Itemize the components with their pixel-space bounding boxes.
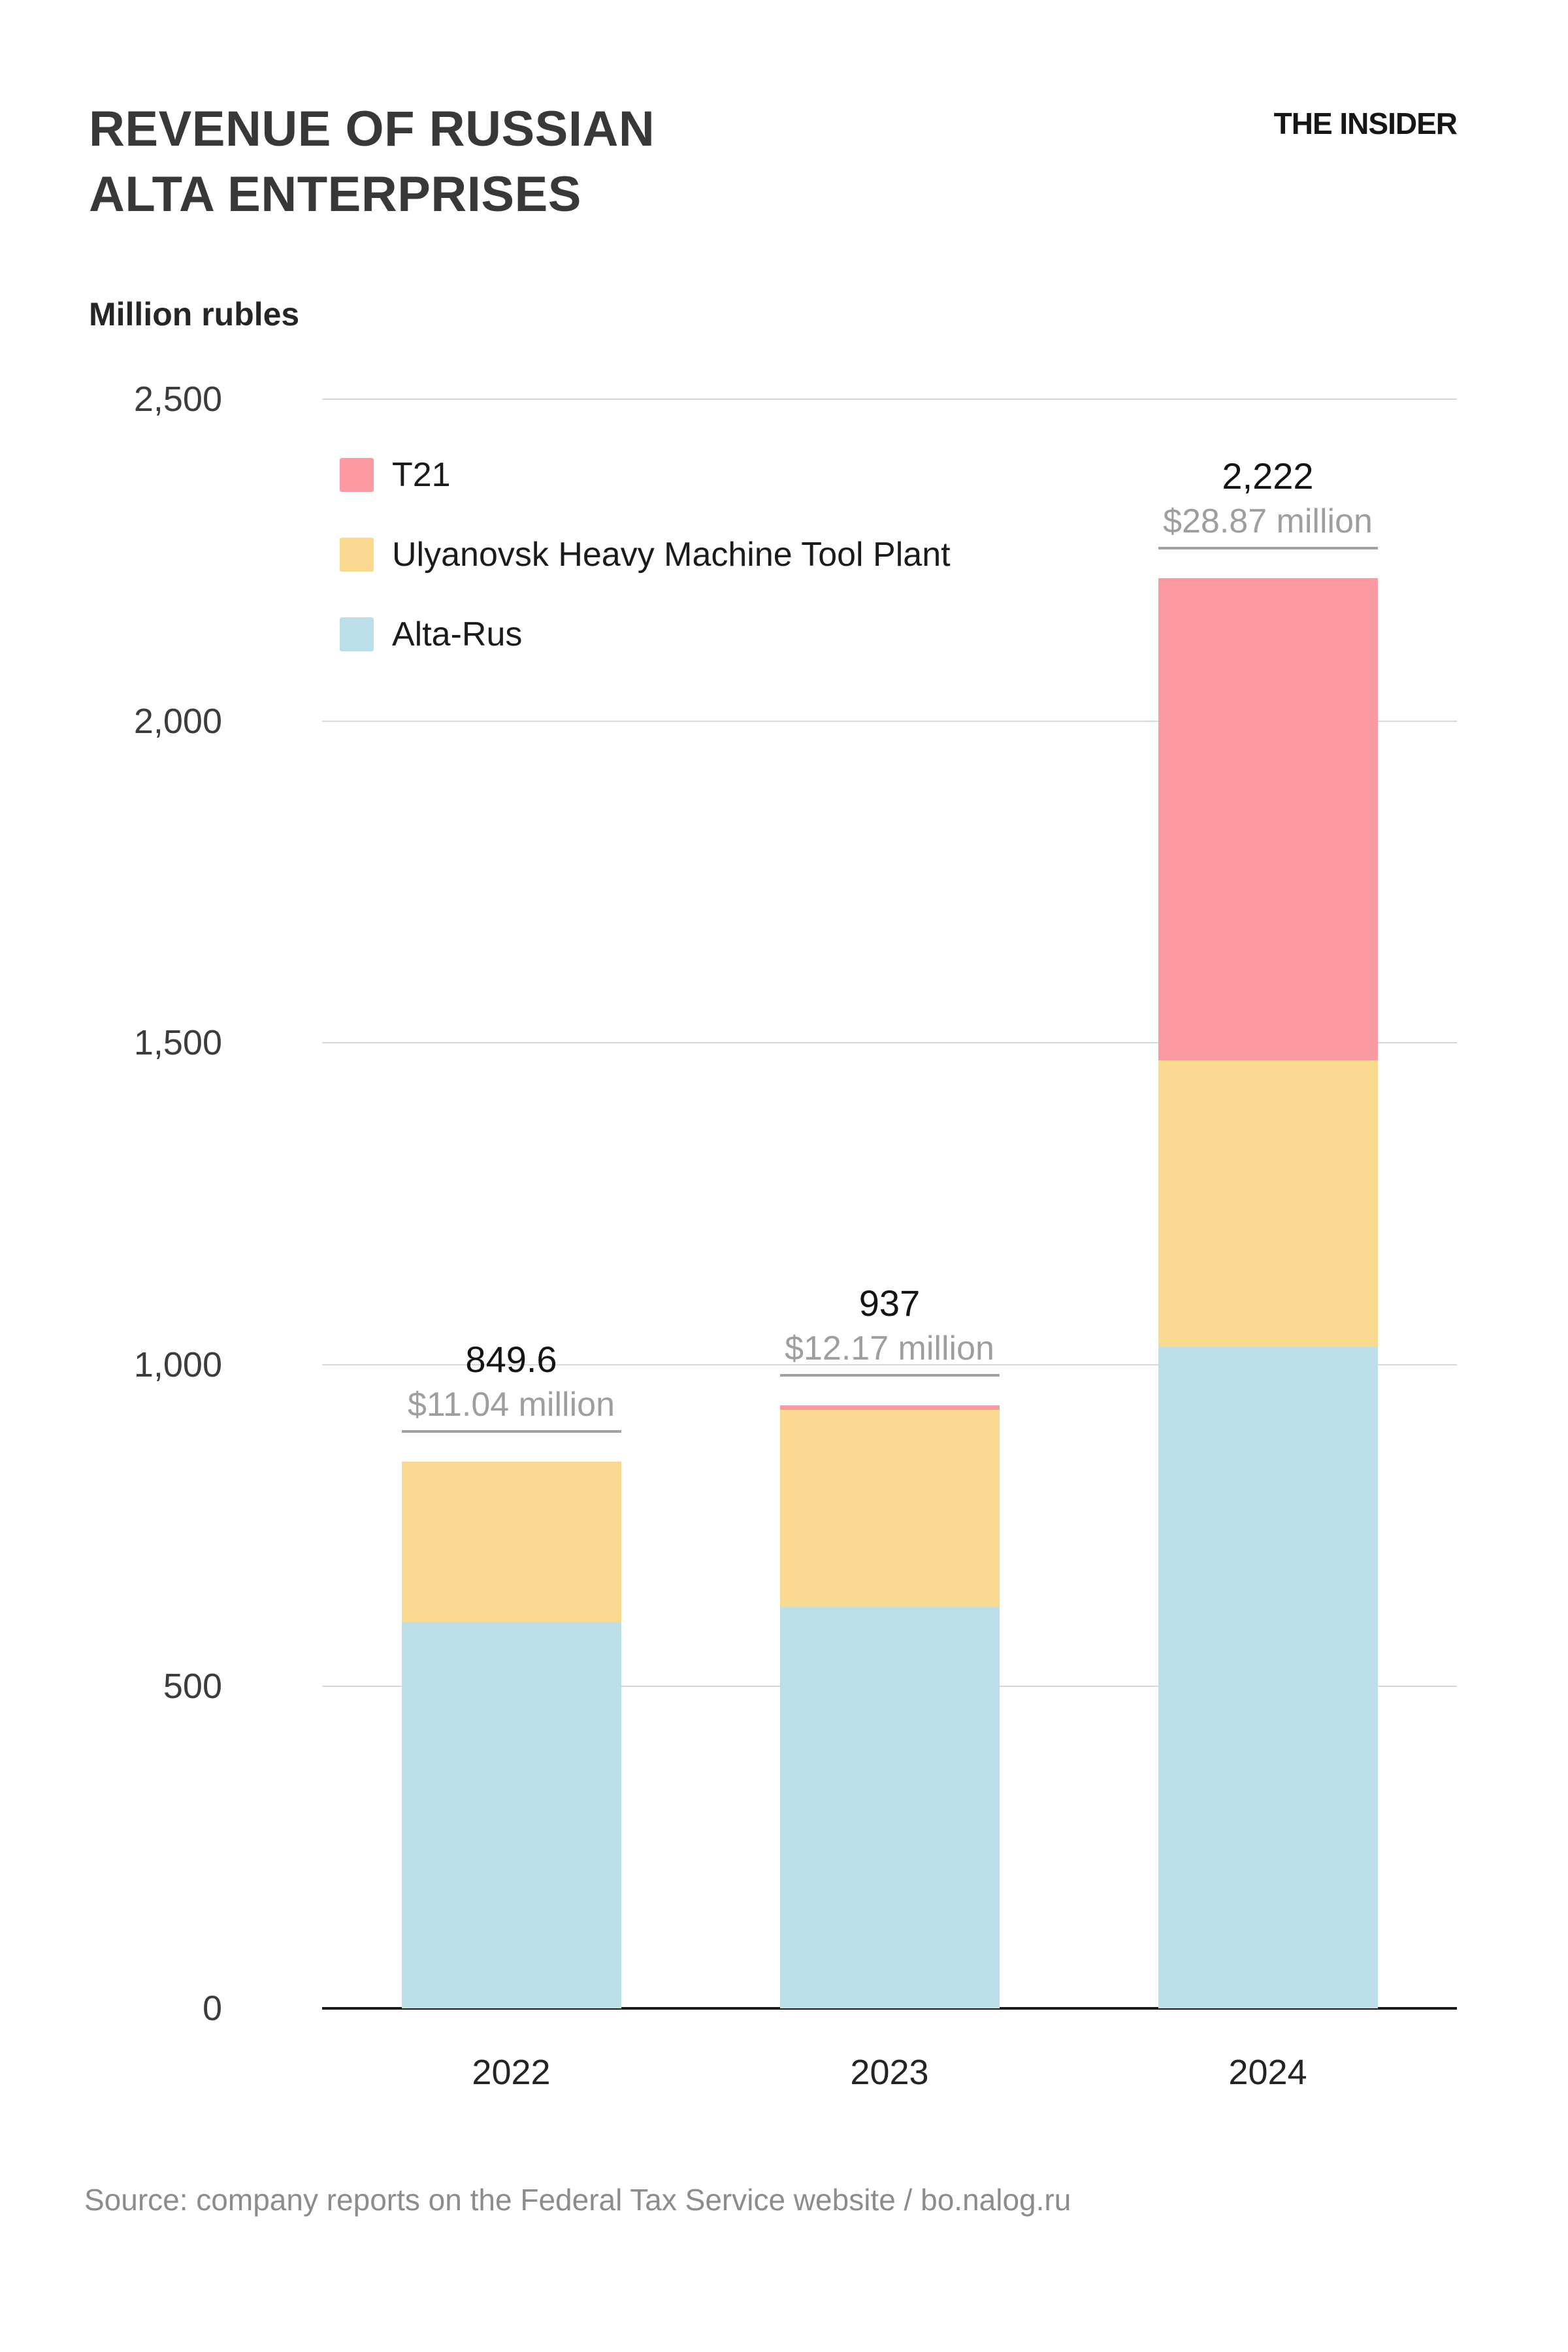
legend-item-t21: T21	[340, 456, 951, 494]
bar-usd-underline-2023	[779, 1373, 1000, 1377]
bar-segment-ulyanovsk-heavy-machine-tool-plant-2024	[1158, 1060, 1378, 1348]
page-title-line1: REVENUE OF RUSSIAN	[89, 101, 655, 157]
bar-total-label-2024: 2,222	[1222, 455, 1314, 497]
brand-logo: THE INSIDER	[1273, 106, 1458, 140]
x-axis-label-2024: 2024	[1228, 2053, 1307, 2092]
bar-usd-label-2024: $28.87 million	[1163, 502, 1373, 540]
bar-usd-underline-2024	[1158, 546, 1378, 549]
legend-swatch-t21	[340, 458, 374, 492]
bar-segment-ulyanovsk-heavy-machine-tool-plant-2022	[401, 1461, 621, 1622]
x-axis-label-2022: 2022	[472, 2053, 551, 2092]
y-axis-units-label: Million rubles	[89, 296, 300, 333]
bar-total-label-2022: 849.6	[465, 1338, 557, 1380]
x-axis-label-2023: 2023	[850, 2053, 929, 2092]
legend-swatch-alta-rus	[340, 617, 374, 651]
chart-legend: T21 Ulyanovsk Heavy Machine Tool Plant A…	[340, 456, 951, 695]
legend-label-alta-rus: Alta-Rus	[392, 615, 523, 653]
source-note: Source: company reports on the Federal T…	[84, 2183, 1071, 2217]
gridline-2000	[322, 720, 1457, 722]
bar-segment-alta-rus-2023	[779, 1607, 1000, 2008]
y-tick-label-500: 500	[163, 1667, 222, 1707]
bar-segment-ulyanovsk-heavy-machine-tool-plant-2023	[779, 1409, 1000, 1608]
bar-total-label-2023: 937	[858, 1282, 921, 1324]
y-tick-label-2000: 2,000	[133, 701, 222, 741]
bar-segment-t21-2024	[1158, 578, 1378, 1060]
legend-item-alta-rus: Alta-Rus	[340, 615, 951, 653]
bar-usd-label-2022: $11.04 million	[407, 1385, 615, 1424]
bar-segment-alta-rus-2022	[401, 1622, 621, 2008]
y-tick-label-1500: 1,500	[133, 1023, 222, 1063]
y-tick-label-1000: 1,000	[133, 1345, 222, 1384]
bar-usd-underline-2022	[401, 1429, 621, 1433]
y-tick-label-0: 0	[202, 1989, 222, 2028]
bar-segment-t21-2023	[779, 1405, 1000, 1410]
legend-swatch-ulyanovsk	[340, 538, 374, 572]
bar-usd-label-2023: $12.17 million	[785, 1329, 994, 1367]
gridline-2500	[322, 399, 1457, 400]
gridline-1000	[322, 1364, 1457, 1365]
x-axis-line	[322, 2007, 1457, 2010]
legend-label-ulyanovsk: Ulyanovsk Heavy Machine Tool Plant	[392, 536, 951, 574]
page-title-line2: ALTA ENTERPRISES	[89, 167, 581, 222]
legend-item-ulyanovsk: Ulyanovsk Heavy Machine Tool Plant	[340, 536, 951, 574]
gridline-1500	[322, 1042, 1457, 1044]
legend-label-t21: T21	[392, 456, 451, 494]
page-title: REVENUE OF RUSSIAN ALTA ENTERPRISES	[89, 97, 655, 227]
bar-segment-alta-rus-2024	[1158, 1347, 1378, 2008]
y-tick-label-2500: 2,500	[133, 380, 222, 419]
